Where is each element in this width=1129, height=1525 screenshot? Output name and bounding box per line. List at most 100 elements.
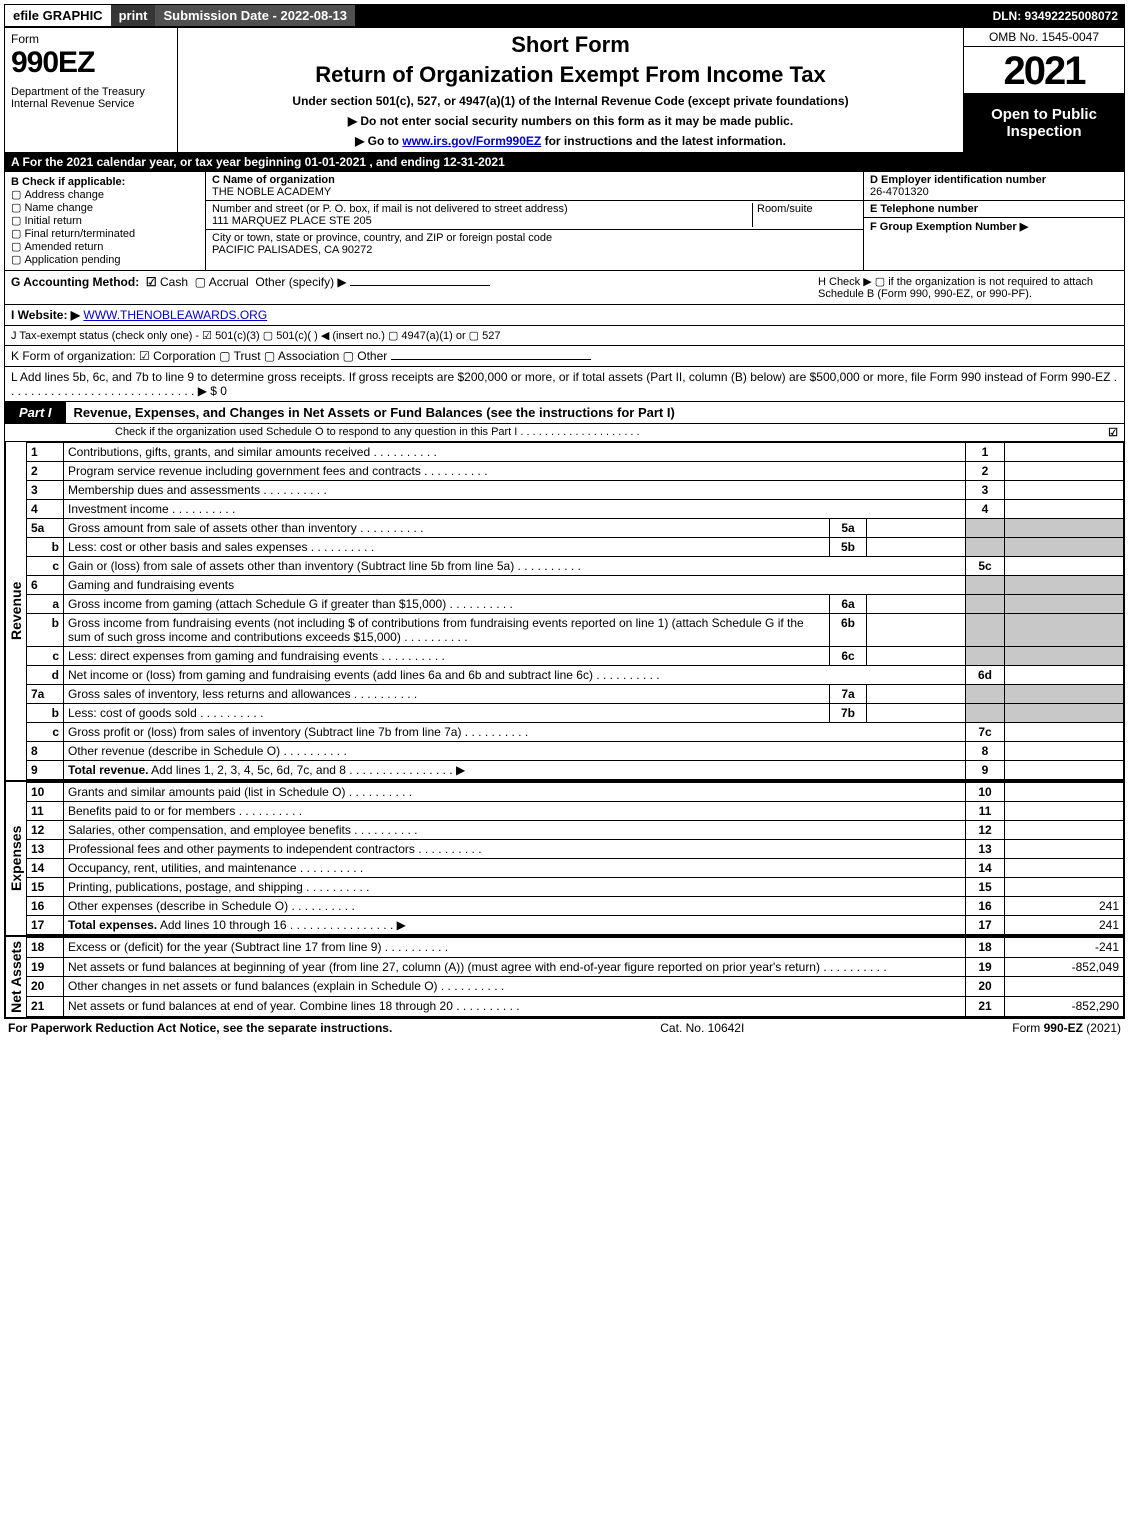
line-number: 18 xyxy=(27,938,64,958)
line-number: 19 xyxy=(27,957,64,977)
line-desc: Occupancy, rent, utilities, and maintena… xyxy=(64,859,966,878)
revenue-sidebar: Revenue xyxy=(5,442,26,780)
g-accrual: Accrual xyxy=(209,275,249,289)
right-line-number: 13 xyxy=(966,840,1005,859)
open-to-public: Open to Public Inspection xyxy=(964,93,1124,152)
line-desc: Program service revenue including govern… xyxy=(64,462,966,481)
line-row: 4Investment income . . . . . . . . . .4 xyxy=(27,500,1124,519)
footer: For Paperwork Reduction Act Notice, see … xyxy=(4,1018,1125,1037)
c-street-lbl: Number and street (or P. O. box, if mail… xyxy=(212,203,752,215)
inner-line-label: 6a xyxy=(830,595,867,614)
line-number: 10 xyxy=(27,783,64,802)
line-number: b xyxy=(27,538,64,557)
inner-line-value[interactable] xyxy=(867,538,966,557)
line-desc: Less: cost of goods sold . . . . . . . .… xyxy=(64,704,830,723)
b-opt-initial[interactable]: ▢ Initial return xyxy=(11,214,199,227)
b-opt-address[interactable]: ▢ Address change xyxy=(11,188,199,201)
section-a: A For the 2021 calendar year, or tax yea… xyxy=(5,153,1124,172)
h-schedule-b: H Check ▶ ▢ if the organization is not r… xyxy=(812,271,1124,304)
line-value: -852,049 xyxy=(1005,957,1124,977)
omb-number: OMB No. 1545-0047 xyxy=(964,28,1124,47)
part1-title: Revenue, Expenses, and Changes in Net As… xyxy=(66,405,675,420)
print-button[interactable]: print xyxy=(111,5,156,26)
right-line-number: 8 xyxy=(966,742,1005,761)
line-desc: Membership dues and assessments . . . . … xyxy=(64,481,966,500)
line-row: 1Contributions, gifts, grants, and simil… xyxy=(27,443,1124,462)
section-l: L Add lines 5b, 6c, and 7b to line 9 to … xyxy=(5,367,1124,402)
d-ein-val: 26-4701320 xyxy=(870,186,1118,198)
line-value xyxy=(1005,761,1124,780)
right-line-number: 15 xyxy=(966,878,1005,897)
b-opt-name[interactable]: ▢ Name change xyxy=(11,201,199,214)
right-line-number: 11 xyxy=(966,802,1005,821)
inner-line-value[interactable] xyxy=(867,519,966,538)
line-value: 241 xyxy=(1005,916,1124,935)
part1-label: Part I xyxy=(5,402,66,423)
line-row: 12Salaries, other compensation, and empl… xyxy=(27,821,1124,840)
right-line-number: 18 xyxy=(966,938,1005,958)
inner-line-value[interactable] xyxy=(867,685,966,704)
b-head: B Check if applicable: xyxy=(11,176,199,188)
line-desc: Gain or (loss) from sale of assets other… xyxy=(64,557,966,576)
line-number: a xyxy=(27,595,64,614)
line-value: -241 xyxy=(1005,938,1124,958)
right-line-number: 1 xyxy=(966,443,1005,462)
line-row: 5aGross amount from sale of assets other… xyxy=(27,519,1124,538)
inner-line-label: 5b xyxy=(830,538,867,557)
line-number: 8 xyxy=(27,742,64,761)
line-value: -852,290 xyxy=(1005,997,1124,1017)
right-line-number: 4 xyxy=(966,500,1005,519)
line-desc: Professional fees and other payments to … xyxy=(64,840,966,859)
line-number: b xyxy=(27,614,64,647)
inner-line-value[interactable] xyxy=(867,614,966,647)
inner-line-label: 7a xyxy=(830,685,867,704)
line-desc: Gross income from fundraising events (no… xyxy=(64,614,830,647)
line-row: 11Benefits paid to or for members . . . … xyxy=(27,802,1124,821)
line-value xyxy=(1005,443,1124,462)
right-line-number: 12 xyxy=(966,821,1005,840)
revenue-table: 1Contributions, gifts, grants, and simil… xyxy=(26,442,1124,780)
line-desc: Excess or (deficit) for the year (Subtra… xyxy=(64,938,966,958)
right-line-number: 20 xyxy=(966,977,1005,997)
inner-line-label: 6c xyxy=(830,647,867,666)
c-city-row: City or town, state or province, country… xyxy=(206,230,863,258)
b-opt-amended[interactable]: ▢ Amended return xyxy=(11,240,199,253)
line-row: 15Printing, publications, postage, and s… xyxy=(27,878,1124,897)
inner-line-value[interactable] xyxy=(867,595,966,614)
line-number: 12 xyxy=(27,821,64,840)
b-opt-pending[interactable]: ▢ Application pending xyxy=(11,253,199,266)
website-link[interactable]: WWW.THENOBLEAWARDS.ORG xyxy=(83,308,267,322)
netassets-sidebar: Net Assets xyxy=(5,937,26,1017)
right-line-number: 21 xyxy=(966,997,1005,1017)
right-val-shade xyxy=(1005,595,1124,614)
goto-line: ▶ Go to www.irs.gov/Form990EZ for instru… xyxy=(184,134,957,148)
part1-sub: Check if the organization used Schedule … xyxy=(5,424,1124,442)
section-def: D Employer identification number 26-4701… xyxy=(863,172,1124,270)
line-row: 17Total expenses. Add lines 10 through 1… xyxy=(27,916,1124,935)
line-value xyxy=(1005,821,1124,840)
tax-year: 2021 xyxy=(964,47,1124,93)
line-value xyxy=(1005,723,1124,742)
netassets-table: 18Excess or (deficit) for the year (Subt… xyxy=(26,937,1124,1017)
line-row: cLess: direct expenses from gaming and f… xyxy=(27,647,1124,666)
line-desc: Net income or (loss) from gaming and fun… xyxy=(64,666,966,685)
expenses-sidebar: Expenses xyxy=(5,782,26,935)
inner-line-value[interactable] xyxy=(867,647,966,666)
submission-date: Submission Date - 2022-08-13 xyxy=(155,5,355,26)
top-bar-left: efile GRAPHIC print Submission Date - 20… xyxy=(5,5,355,26)
right-num-shade xyxy=(966,614,1005,647)
footer-mid: Cat. No. 10642I xyxy=(660,1021,744,1035)
line-row: cGain or (loss) from sale of assets othe… xyxy=(27,557,1124,576)
top-bar: efile GRAPHIC print Submission Date - 20… xyxy=(4,4,1125,27)
b-opt-final[interactable]: ▢ Final return/terminated xyxy=(11,227,199,240)
line-desc: Less: cost or other basis and sales expe… xyxy=(64,538,830,557)
right-val-shade xyxy=(1005,576,1124,595)
i-lbl: I Website: ▶ xyxy=(11,308,80,322)
inner-line-value[interactable] xyxy=(867,704,966,723)
inner-line-label: 5a xyxy=(830,519,867,538)
irs-link[interactable]: www.irs.gov/Form990EZ xyxy=(402,134,541,148)
line-desc: Total revenue. Add lines 1, 2, 3, 4, 5c,… xyxy=(64,761,966,780)
right-line-number: 16 xyxy=(966,897,1005,916)
line-number: 6 xyxy=(27,576,64,595)
right-val-shade xyxy=(1005,704,1124,723)
